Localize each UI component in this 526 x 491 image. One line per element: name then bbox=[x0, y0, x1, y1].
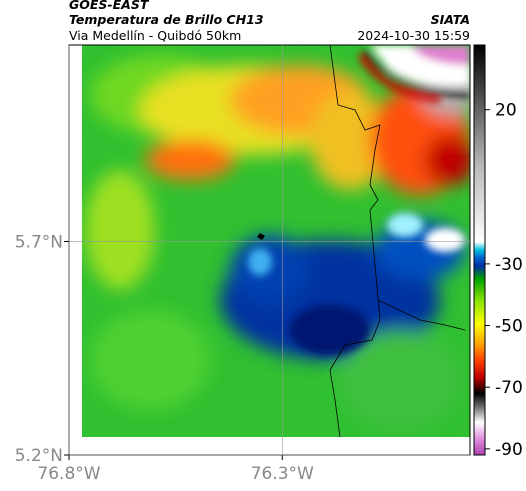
subtitle: Via Medellín - Quibdó 50km bbox=[69, 28, 241, 43]
colorbar-tick-label: 20 bbox=[495, 101, 517, 121]
colorbar-tick-label: -90 bbox=[495, 440, 523, 460]
y-tick-label: 5.7°N bbox=[15, 232, 63, 252]
source: GOES-EAST bbox=[69, 0, 150, 12]
graticule: 76.8°W 76.3°W 5.2°N 5.7°N bbox=[15, 45, 470, 484]
agency: SIATA bbox=[431, 12, 470, 27]
colorbar bbox=[473, 44, 486, 456]
timestamp: 2024-10-30 15:59 bbox=[357, 28, 470, 43]
satellite-image bbox=[82, 45, 470, 437]
colorbar-tick-label: -50 bbox=[495, 317, 523, 337]
colorbar-tick-label: -70 bbox=[495, 378, 523, 398]
colorbar-tick-label: -30 bbox=[495, 255, 523, 275]
colorbar-ticks: 20 -30 -50 -70 -90 bbox=[485, 101, 523, 460]
x-tick-label: 76.3°W bbox=[251, 464, 314, 484]
title: Temperatura de Brillo CH13 bbox=[69, 12, 264, 27]
x-tick-label: 76.8°W bbox=[37, 464, 100, 484]
y-tick-label: 5.2°N bbox=[15, 446, 63, 466]
